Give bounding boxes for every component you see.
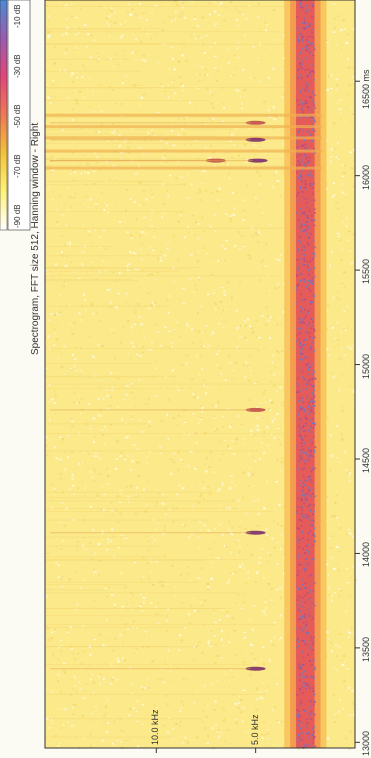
x-tick-label: 15500	[361, 259, 371, 285]
axes	[155, 80, 360, 753]
plot-area	[44, 0, 357, 750]
burst-line	[45, 136, 323, 140]
burst-line	[45, 113, 323, 117]
event-mark	[245, 407, 266, 412]
colorbar-label-box	[7, 0, 31, 231]
noise-burst	[45, 113, 323, 170]
low-frequency-band	[284, 0, 327, 749]
colorbar-tick-label: -30 dB	[13, 54, 22, 78]
x-tick-label: 16500 ms	[361, 69, 371, 110]
event-mark	[245, 666, 266, 671]
colorbar-tick-label: -50 dB	[13, 104, 22, 128]
colorbar-tick-label: -10 dB	[13, 4, 22, 28]
event-mark	[245, 120, 266, 125]
event-trail	[50, 139, 251, 141]
colorbar-tick-label: -90 dB	[13, 204, 22, 228]
events	[50, 120, 268, 671]
x-tick-label: 14000	[361, 542, 371, 568]
x-tick-label: 14500	[361, 447, 371, 473]
colorbar-gradient	[0, 0, 8, 231]
x-tick-label: 15000	[361, 353, 371, 379]
x-tick-label: 16000	[361, 164, 371, 190]
event-mark	[245, 137, 266, 142]
colorbar-tick-label: -70 dB	[13, 154, 22, 178]
plot-frame	[44, 0, 356, 749]
event-trail	[50, 160, 211, 162]
burst-line	[45, 125, 323, 129]
event-mark	[247, 158, 268, 163]
burst-line	[45, 166, 323, 170]
event-mark	[245, 530, 266, 535]
event-trail	[50, 409, 251, 411]
colorbar	[0, 0, 31, 231]
chart-title: Spectrogram, FFT size 512, Hanning windo…	[30, 122, 41, 355]
x-tick-label: 13000	[361, 731, 371, 757]
x-tick-label: 13500	[361, 636, 371, 662]
y-tick-label: 5.0 kHz	[249, 714, 260, 745]
event-mark	[205, 158, 226, 163]
burst-line	[45, 149, 323, 153]
noise-speckle	[45, 0, 357, 750]
event-trail	[50, 668, 251, 670]
event-trail	[50, 122, 251, 124]
event-trail	[50, 160, 253, 162]
y-tick-label: 10.0 kHz	[150, 709, 161, 745]
event-trail	[50, 532, 251, 534]
